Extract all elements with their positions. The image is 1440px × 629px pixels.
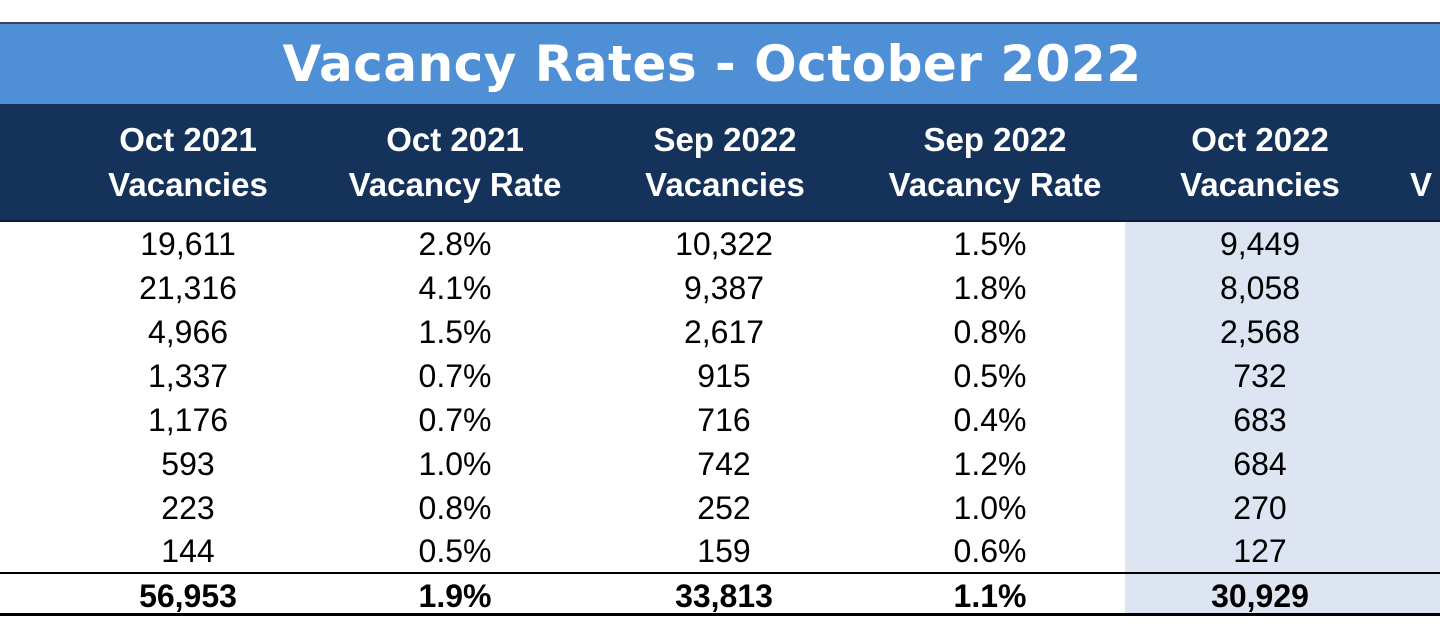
column-header-sep-2022-vacancy-rate: Sep 2022 Vacancy Rate (860, 104, 1130, 220)
table-cell: 1,176 (147, 402, 229, 438)
table-cell: 1.2% (953, 446, 1027, 482)
header-line-2: Vacancies (1180, 166, 1340, 203)
column-header-oct-2022-vacancy-rate-cut: V (1410, 104, 1440, 220)
table-cell: 2.8% (418, 226, 492, 262)
table-cell: 2,617 (683, 314, 765, 350)
total-divider-top (0, 572, 1440, 574)
header-line-1: Sep 2022 (653, 121, 797, 158)
table-cell: 9,387 (683, 270, 765, 306)
header-line-2: Vacancies (108, 166, 268, 203)
table-row: 223 0.8% 252 1.0% 270 (0, 486, 1440, 530)
table-row: 593 1.0% 742 1.2% 684 (0, 442, 1440, 486)
total-cell: 30,929 (1211, 578, 1309, 614)
table-cell: 0.7% (418, 358, 492, 394)
header-line-2: Vacancy Rate (888, 166, 1102, 203)
table-cell: 742 (697, 446, 751, 482)
table-cell: 4.1% (418, 270, 492, 306)
table-cell: 1.8% (953, 270, 1027, 306)
page-title: Vacancy Rates - October 2022 (282, 35, 1142, 93)
table-cell: 8,058 (1219, 270, 1301, 306)
header-line-2: V (1410, 166, 1433, 203)
header-line-1 (1410, 117, 1419, 162)
table-cell: 19,611 (140, 226, 236, 262)
header-line-1: Oct 2022 (1191, 121, 1329, 158)
table-cell: 10,322 (675, 226, 773, 262)
table-cell: 144 (161, 533, 215, 569)
table-cell: 9,449 (1219, 226, 1301, 262)
column-header-row: Oct 2021 Vacancies Oct 2021 Vacancy Rate… (0, 104, 1440, 222)
table-cell: 0.5% (953, 358, 1027, 394)
header-line-1: Sep 2022 (923, 121, 1067, 158)
table-cell: 732 (1233, 358, 1287, 394)
table-cell: 0.5% (418, 533, 492, 569)
table-cell: 593 (161, 446, 215, 482)
total-cell: 33,813 (675, 578, 773, 614)
table-row: 19,611 2.8% 10,322 1.5% 9,449 (0, 222, 1440, 266)
header-line-1: Oct 2021 (386, 121, 524, 158)
table-row: 144 0.5% 159 0.6% 127 (0, 529, 1440, 573)
table-row: 4,966 1.5% 2,617 0.8% 2,568 (0, 310, 1440, 354)
table-row: 21,316 4.1% 9,387 1.8% 8,058 (0, 266, 1440, 310)
table-cell: 683 (1233, 402, 1287, 438)
table-row: 1,337 0.7% 915 0.5% 732 (0, 354, 1440, 398)
table-cell: 1.0% (953, 490, 1027, 526)
table-cell: 684 (1233, 446, 1287, 482)
table-cell: 0.8% (418, 490, 492, 526)
header-line-2: Vacancies (645, 166, 805, 203)
table-cell: 1.5% (418, 314, 492, 350)
table-cell: 1.5% (953, 226, 1027, 262)
table-cell: 2,568 (1219, 314, 1301, 350)
table-cell: 21,316 (139, 270, 237, 306)
table-cell: 1.0% (418, 446, 492, 482)
total-cell: 56,953 (139, 578, 237, 614)
total-cell: 1.1% (953, 578, 1027, 614)
column-header-oct-2021-vacancies: Oct 2021 Vacancies (88, 104, 288, 220)
total-row: 56,953 1.9% 33,813 1.1% 30,929 (0, 574, 1440, 618)
table-cell: 4,966 (147, 314, 229, 350)
table-cell: 127 (1233, 533, 1287, 569)
highlighted-column-background (1125, 222, 1440, 616)
table-cell: 223 (161, 490, 215, 526)
table-cell: 716 (697, 402, 751, 438)
table-cell: 0.6% (953, 533, 1027, 569)
table-cell: 0.8% (953, 314, 1027, 350)
column-header-oct-2022-vacancies: Oct 2022 Vacancies (1140, 104, 1380, 220)
header-line-1: Oct 2021 (119, 121, 257, 158)
title-bar: Vacancy Rates - October 2022 (0, 22, 1440, 104)
table-cell: 915 (697, 358, 751, 394)
table-cell: 0.7% (418, 402, 492, 438)
header-line-2: Vacancy Rate (348, 166, 562, 203)
table-cell: 0.4% (953, 402, 1027, 438)
total-divider-bottom (0, 613, 1440, 616)
table-cell: 252 (697, 490, 751, 526)
table-cell: 270 (1233, 490, 1287, 526)
table-cell: 1,337 (147, 358, 229, 394)
total-cell: 1.9% (418, 578, 492, 614)
column-header-sep-2022-vacancies: Sep 2022 Vacancies (605, 104, 845, 220)
table-row: 1,176 0.7% 716 0.4% 683 (0, 398, 1440, 442)
column-header-oct-2021-vacancy-rate: Oct 2021 Vacancy Rate (320, 104, 590, 220)
table-cell: 159 (697, 533, 751, 569)
